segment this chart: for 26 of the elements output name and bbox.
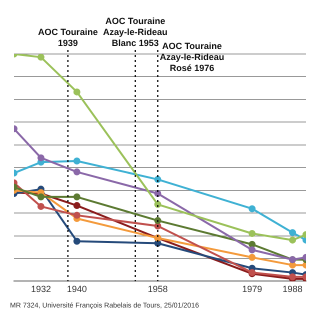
point — [73, 212, 80, 219]
point — [73, 88, 80, 96]
point — [73, 202, 80, 210]
x-tick-label: 1958 — [148, 284, 168, 294]
point — [248, 240, 256, 248]
x-tick-label: 1932 — [30, 284, 51, 294]
point — [248, 246, 256, 254]
point — [248, 205, 256, 212]
point — [37, 202, 44, 210]
x-tick-label: 1979 — [242, 284, 262, 294]
point — [289, 229, 296, 236]
point — [37, 193, 44, 200]
point — [73, 238, 80, 245]
ref-line-label: AOC Touraine Azay-le-Rideau Rosé 1976 — [160, 40, 224, 73]
point — [289, 236, 296, 244]
point — [73, 193, 80, 200]
point — [248, 254, 256, 261]
ref-line-label: AOC Touraine 1939 — [38, 26, 98, 48]
x-tick-label: 1988 — [282, 284, 303, 294]
point — [73, 158, 80, 165]
point — [73, 168, 80, 176]
point — [248, 230, 256, 237]
x-tick-label: 1940 — [66, 284, 87, 294]
point — [37, 154, 44, 162]
point — [37, 54, 44, 61]
point — [289, 262, 296, 269]
